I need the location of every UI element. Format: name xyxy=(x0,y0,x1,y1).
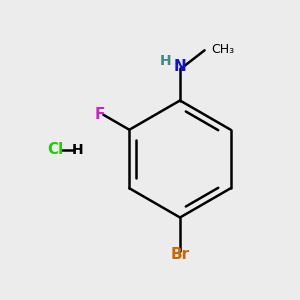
Text: H: H xyxy=(160,54,171,68)
Text: CH₃: CH₃ xyxy=(211,43,234,56)
Text: H: H xyxy=(72,143,84,157)
Text: N: N xyxy=(174,59,186,74)
Text: Br: Br xyxy=(170,247,190,262)
Text: F: F xyxy=(94,106,105,122)
Text: Cl: Cl xyxy=(47,142,64,158)
